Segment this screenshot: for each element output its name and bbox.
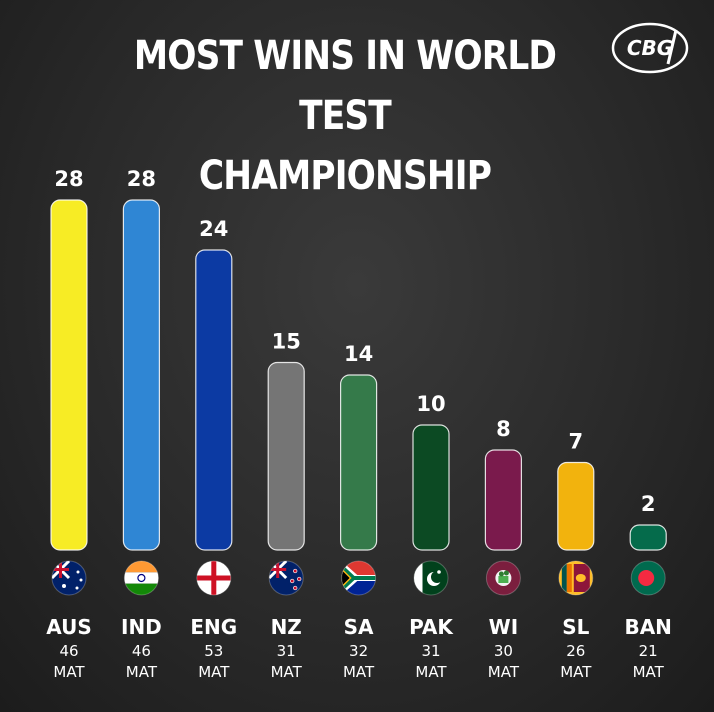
category-label-sl: SL <box>562 615 589 639</box>
value-label-pak: 10 <box>416 392 445 416</box>
logo-text: CBG <box>626 36 674 60</box>
bar-group-wi: 8 WI 30 MAT <box>484 417 522 681</box>
matches-count-nz: 31 <box>277 642 296 660</box>
matches-unit-pak: MAT <box>415 663 447 681</box>
bar-sl <box>557 461 595 551</box>
matches-unit-sa: MAT <box>343 663 375 681</box>
pakistan-flag-icon <box>413 560 449 596</box>
new-zealand-flag-icon <box>268 560 304 596</box>
matches-count-eng: 53 <box>204 642 223 660</box>
bar-wi <box>484 449 522 551</box>
matches-unit-eng: MAT <box>198 663 230 681</box>
matches-unit-wi: MAT <box>488 663 520 681</box>
value-label-ind: 28 <box>127 167 156 191</box>
australia-flag-icon <box>51 560 87 596</box>
bar-group-eng: 24 ENG 53 MAT <box>190 217 237 681</box>
matches-count-ban: 21 <box>639 642 658 660</box>
matches-count-sl: 26 <box>566 642 585 660</box>
chart-title-line-1: MOST WINS IN WORLD TEST <box>133 33 557 139</box>
bar-group-sl: 7 SL 26 MAT <box>557 430 595 681</box>
bar-ind <box>122 199 161 551</box>
category-label-sa: SA <box>344 615 374 639</box>
bar-pak <box>412 424 450 551</box>
bar-group-nz: 15 NZ 31 MAT <box>267 330 305 681</box>
category-label-eng: ENG <box>190 615 237 639</box>
value-label-sa: 14 <box>344 342 373 366</box>
matches-count-wi: 30 <box>494 642 513 660</box>
matches-count-aus: 46 <box>59 642 78 660</box>
bar-ban <box>629 524 667 551</box>
chart-title: MOST WINS IN WORLD TEST CHAMPIONSHIP <box>100 26 590 206</box>
matches-unit-sl: MAT <box>560 663 592 681</box>
value-label-ban: 2 <box>641 492 656 516</box>
category-label-wi: WI <box>489 615 519 639</box>
bangladesh-flag-icon <box>630 560 666 596</box>
bar-group-sa: 14 SA 32 MAT <box>340 342 378 681</box>
category-label-aus: AUS <box>46 615 92 639</box>
value-label-aus: 28 <box>54 167 83 191</box>
logo-ellipse-icon <box>611 22 689 74</box>
category-label-nz: NZ <box>271 615 302 639</box>
bar-group-ind: 28 IND 46 MAT <box>121 167 162 681</box>
west-indies-flag-icon <box>485 560 521 596</box>
bar-eng <box>195 249 233 551</box>
matches-unit-aus: MAT <box>53 663 85 681</box>
england-flag-icon <box>196 560 232 596</box>
category-label-pak: PAK <box>409 615 454 639</box>
category-label-ban: BAN <box>624 615 671 639</box>
value-label-wi: 8 <box>496 417 511 441</box>
bar-group-ban: 2 BAN 21 MAT <box>624 492 671 681</box>
sri-lanka-flag-icon <box>558 560 594 596</box>
chart-title-line-2: CHAMPIONSHIP <box>198 153 492 199</box>
category-label-ind: IND <box>121 615 162 639</box>
cbg-logo: CBG <box>610 20 690 76</box>
bar-sa <box>340 374 378 551</box>
value-label-nz: 15 <box>272 330 301 354</box>
bar-group-pak: 10 PAK 31 MAT <box>409 392 454 681</box>
value-label-eng: 24 <box>199 217 228 241</box>
matches-count-pak: 31 <box>421 642 440 660</box>
matches-count-ind: 46 <box>132 642 151 660</box>
bar-aus <box>50 199 88 551</box>
matches-unit-nz: MAT <box>271 663 303 681</box>
india-flag-icon <box>123 560 159 596</box>
matches-count-sa: 32 <box>349 642 368 660</box>
bar-nz <box>267 361 305 551</box>
matches-unit-ind: MAT <box>126 663 158 681</box>
south-africa-flag-icon <box>341 560 377 596</box>
matches-unit-ban: MAT <box>633 663 665 681</box>
bar-group-aus: 28 AUS 46 MAT <box>46 167 92 681</box>
value-label-sl: 7 <box>568 430 583 454</box>
